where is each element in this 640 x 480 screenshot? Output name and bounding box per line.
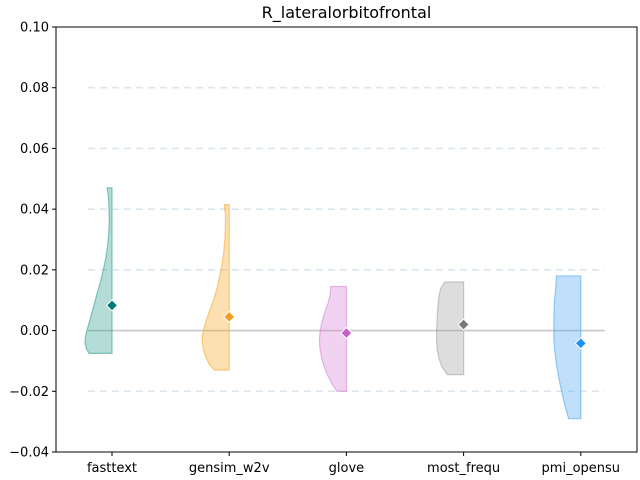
mean-marker-most_frequ [457,318,470,331]
ytick-label-3: 0.02 [20,263,49,278]
xtick-label-glove: glove [329,461,365,476]
mean-markers [105,299,588,350]
violin-gensim_w2v [201,203,230,371]
ytick-label-6: 0.08 [20,81,49,96]
xtick-label-most_frequ: most_frequ [427,461,500,476]
ytick-label-5: 0.06 [20,142,49,157]
mean-marker-fasttext [105,299,119,312]
mean-marker-pmi_opensu [574,337,588,350]
ytick-label-0: −0.04 [9,446,49,461]
mean-marker-glove [340,326,353,340]
violins [84,187,582,420]
ytick-label-1: −0.02 [9,385,49,400]
chart-title: R_lateralorbitofrontal [262,3,432,23]
violin-most_frequ [436,281,465,376]
xtick-label-gensim_w2v: gensim_w2v [189,461,270,476]
y-axis: −0.04 −0.02 0.00 0.02 0.04 0.06 0.08 0.10 [9,21,56,461]
violin-glove [318,285,347,392]
mean-marker-gensim_w2v [222,310,236,324]
xtick-label-pmi_opensu: pmi_opensu [542,461,620,476]
xtick-label-fasttext: fasttext [87,461,137,476]
ytick-label-7: 0.10 [20,21,49,36]
ytick-label-4: 0.04 [20,203,49,218]
x-axis: fasttext gensim_w2v glove most_frequ pmi_ope… [87,452,620,476]
ytick-label-2: 0.00 [20,324,49,339]
violin-fasttext [84,187,113,354]
violin-pmi_opensu [553,275,582,420]
